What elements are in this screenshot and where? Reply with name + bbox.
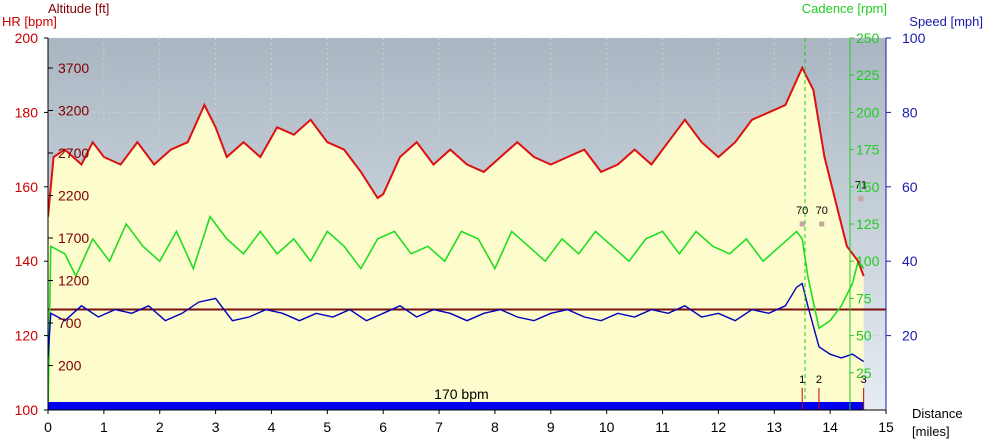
altitude-tick-label: 2200 xyxy=(58,188,89,204)
distance-tick-label: 11 xyxy=(655,419,670,435)
distance-tick-label: 9 xyxy=(547,419,555,435)
cadence-tick-label: 75 xyxy=(856,290,872,306)
hr-tick-label: 160 xyxy=(15,179,39,195)
altitude-tick-label: 1700 xyxy=(58,230,89,246)
cadence-series-line xyxy=(48,214,865,410)
cadence-tick-label: 175 xyxy=(856,142,880,158)
hr-tick-label: 180 xyxy=(15,104,39,120)
cadence-tick-label: 25 xyxy=(856,365,872,381)
altitude-tick-label: 200 xyxy=(58,358,82,374)
speed-series-line xyxy=(48,282,865,363)
cadence-tick-label: 50 xyxy=(856,328,872,344)
speed-axis-title: Speed [mph] xyxy=(909,14,983,29)
distance-tick-label: 12 xyxy=(711,419,727,435)
speed-tick-label: 60 xyxy=(902,179,918,195)
cadence-axis-title: Cadence [rpm] xyxy=(802,1,887,16)
lap-marker-label: 2 xyxy=(816,374,822,386)
distance-axis-unit: [miles] xyxy=(912,424,950,439)
annotation-point xyxy=(819,221,825,227)
altitude-tick-label: 700 xyxy=(58,315,82,331)
zone-bar xyxy=(48,402,864,410)
cadence-tick-label: 250 xyxy=(856,30,880,46)
cadence-tick-label: 150 xyxy=(856,179,880,195)
altitude-tick-label: 2700 xyxy=(58,145,89,161)
cadence-tick-label: 125 xyxy=(856,216,880,232)
speed-tick-label: 100 xyxy=(902,30,926,46)
cadence-tick-label: 225 xyxy=(856,67,880,83)
distance-tick-label: 2 xyxy=(156,419,164,435)
distance-tick-label: 6 xyxy=(379,419,387,435)
hr-tick-label: 200 xyxy=(15,30,39,46)
hr-tick-label: 100 xyxy=(15,402,39,418)
annotation-label: 70 xyxy=(816,205,828,217)
distance-tick-label: 13 xyxy=(766,419,782,435)
speed-tick-label: 20 xyxy=(902,328,918,344)
chart-marks xyxy=(48,38,886,410)
altitude-tick-label: 3200 xyxy=(58,103,89,119)
lap-marker-label: 3 xyxy=(861,374,867,386)
distance-tick-label: 15 xyxy=(878,419,894,435)
distance-tick-label: 3 xyxy=(212,419,220,435)
altitude-axis-title: Altitude [ft] xyxy=(48,1,109,16)
cadence-tick-label: 200 xyxy=(856,104,880,120)
reference-line-label: 170 bpm xyxy=(434,386,488,402)
annotation-label: 71 xyxy=(855,180,867,192)
distance-tick-label: 7 xyxy=(435,419,443,435)
hr-axis-title: HR [bpm] xyxy=(2,14,57,29)
distance-tick-label: 8 xyxy=(491,419,499,435)
distance-tick-label: 1 xyxy=(100,419,108,435)
distance-tick-label: 5 xyxy=(323,419,331,435)
hr-tick-label: 120 xyxy=(15,328,39,344)
cadence-tick-label: 100 xyxy=(856,253,880,269)
altitude-tick-label: 1200 xyxy=(58,273,89,289)
hr-series-line xyxy=(48,65,865,277)
speed-tick-label: 80 xyxy=(902,104,918,120)
distance-tick-label: 14 xyxy=(822,419,838,435)
annotation-label: 70 xyxy=(796,205,808,217)
annotation-point xyxy=(858,196,864,202)
lap-marker-label: 1 xyxy=(799,374,805,386)
distance-tick-label: 0 xyxy=(44,419,52,435)
speed-tick-label: 40 xyxy=(902,253,918,269)
axes xyxy=(44,37,891,414)
distance-tick-label: 10 xyxy=(599,419,615,435)
distance-axis-title: Distance xyxy=(912,406,963,421)
annotation-point xyxy=(799,221,805,227)
hr-tick-label: 140 xyxy=(15,253,39,269)
altitude-tick-label: 3700 xyxy=(58,60,89,76)
distance-tick-label: 4 xyxy=(268,419,276,435)
